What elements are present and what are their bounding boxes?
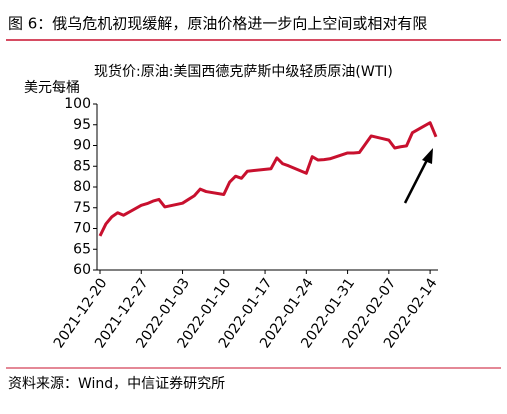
- y-tick-label: 95: [73, 117, 91, 133]
- chart-title: 图 6：俄乌危机初现缓解，原油价格进一步向上空间或相对有限: [8, 15, 427, 33]
- y-tick-label: 90: [73, 138, 91, 154]
- y-tick-label: 65: [73, 241, 91, 257]
- source-note: 资料来源：Wind，中信证券研究所: [8, 376, 225, 392]
- y-tick-label: 80: [73, 179, 91, 195]
- y-tick-label: 100: [64, 96, 91, 112]
- y-tick-label: 85: [73, 158, 91, 174]
- arrow-head: [422, 148, 433, 164]
- y-tick-label: 60: [73, 262, 91, 278]
- data-line: [98, 121, 438, 237]
- y-tick-label: 70: [73, 221, 91, 237]
- chart-subtitle: 现货价:原油:美国西德克萨斯中级轻质原油(WTI): [94, 63, 393, 80]
- y-axis-label: 美元每桶: [24, 80, 80, 96]
- arrow: [403, 157, 430, 204]
- y-tick-label: 75: [73, 200, 91, 216]
